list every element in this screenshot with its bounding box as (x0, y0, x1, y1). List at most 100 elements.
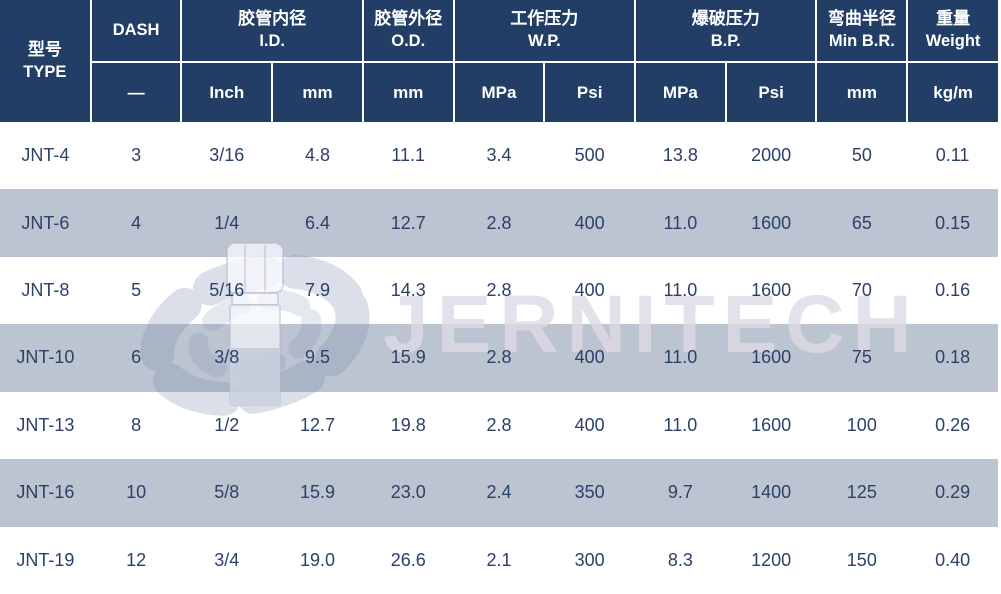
cell-type: JNT-13 (16, 414, 75, 435)
cell-bp-psi: 1600 (751, 212, 792, 233)
header-br-zh: 弯曲半径 (827, 9, 896, 29)
table-header: 型号 TYPE DASH 胶管内径 I.D. 胶管外径 O.D. 工作压力 W.… (0, 0, 998, 122)
cell-dash: 12 (126, 549, 147, 570)
header-group-row: 型号 TYPE DASH 胶管内径 I.D. 胶管外径 O.D. 工作压力 W.… (0, 0, 998, 122)
header-working-pressure: 工作压力 W.P. (453, 0, 637, 63)
header-bp-en: B.P. (710, 32, 741, 51)
header-type-zh: 型号 (27, 39, 62, 59)
unit-bp-mpa: MPa (635, 62, 727, 122)
header-od-en: O.D. (391, 32, 426, 51)
cell-wp-mpa: 2.4 (486, 482, 512, 503)
cell-bp-mpa: 13.8 (662, 145, 698, 166)
header-id-zh: 胶管内径 (238, 9, 307, 29)
cell-weight-kgm: 0.16 (935, 280, 971, 301)
unit-od-mm: mm (362, 62, 455, 122)
cell-id-mm: 6.4 (305, 212, 331, 233)
cell-bp-psi: 1600 (751, 414, 792, 435)
header-burst-pressure: 爆破压力 B.P. (635, 0, 818, 63)
cell-weight-kgm: 0.29 (935, 482, 971, 503)
cell-bp-mpa: 8.3 (667, 549, 693, 570)
header-weight: 重量 Weight (907, 0, 998, 63)
unit-bp-psi: Psi (725, 62, 818, 122)
cell-wp-psi: 400 (574, 347, 605, 368)
cell-od-mm: 11.1 (391, 145, 426, 166)
unit-id-inch: Inch (181, 62, 274, 122)
cell-wp-mpa: 2.8 (486, 414, 512, 435)
cell-bp-psi: 1600 (751, 347, 792, 368)
header-dash-label: DASH (112, 20, 160, 39)
cell-bp-mpa: 11.0 (663, 414, 698, 435)
cell-bp-psi: 2000 (751, 145, 792, 166)
table-body: JNT-4 3 3/16 4.8 11.1 3.4 500 13.8 2000 50 0.11 JNT… (0, 122, 998, 594)
header-dash: DASH (90, 0, 183, 63)
cell-type: JNT-16 (16, 482, 75, 503)
cell-id-inch: 5/8 (214, 482, 240, 503)
unit-weight-kgm: kg/m (907, 62, 998, 122)
cell-wp-mpa: 2.8 (486, 347, 512, 368)
cell-bp-psi: 1200 (751, 549, 792, 570)
unit-id-mm: mm (272, 62, 364, 122)
cell-dash: 4 (131, 212, 142, 233)
cell-wp-psi: 400 (574, 280, 605, 301)
header-weight-en: Weight (925, 32, 981, 51)
unit-wp-psi: Psi (544, 62, 637, 122)
cell-od-mm: 19.8 (390, 414, 426, 435)
cell-wp-psi: 400 (574, 212, 605, 233)
cell-type: JNT-19 (16, 549, 75, 570)
cell-weight-kgm: 0.15 (935, 212, 971, 233)
header-wp-en: W.P. (527, 32, 561, 51)
cell-type: JNT-10 (16, 347, 75, 368)
cell-wp-mpa: 2.8 (486, 212, 512, 233)
table-row: JNT-13 8 1/2 12.7 19.8 2.8 400 11.0 1600 100 0.26 (0, 391, 998, 460)
header-id-en: I.D. (259, 32, 285, 51)
cell-bp-psi: 1600 (751, 280, 792, 301)
cell-bp-mpa: 11.0 (663, 280, 698, 301)
cell-weight-kgm: 0.40 (935, 549, 971, 570)
table-row: JNT-16 10 5/8 15.9 23.0 2.4 350 9.7 1400 125 0.29 (0, 459, 998, 527)
header-br-en: Min B.R. (828, 32, 895, 51)
cell-bp-psi: 1400 (751, 482, 792, 503)
cell-wp-psi: 300 (574, 549, 605, 570)
cell-type: JNT-6 (21, 212, 70, 233)
table-row: JNT-6 4 1/4 6.4 12.7 2.8 400 11.0 1600 65 0.15 (0, 189, 998, 257)
cell-id-mm: 19.0 (299, 549, 336, 570)
cell-od-mm: 14.3 (390, 280, 426, 301)
header-outer-diameter: 胶管外径 O.D. (362, 0, 455, 63)
table-row: JNT-10 6 3/8 9.5 15.9 2.8 400 11.0 1600 75 0.18 (0, 324, 998, 392)
cell-od-mm: 12.7 (390, 212, 426, 233)
cell-br-mm: 50 (851, 145, 872, 166)
cell-wp-psi: 500 (574, 145, 605, 166)
cell-type: JNT-4 (21, 145, 70, 166)
cell-id-inch: 3/16 (209, 145, 245, 166)
cell-id-inch: 1/4 (214, 212, 240, 233)
cell-br-mm: 75 (851, 347, 872, 368)
header-wp-zh: 工作压力 (510, 9, 579, 29)
header-weight-zh: 重量 (936, 9, 971, 29)
cell-br-mm: 65 (851, 212, 872, 233)
cell-br-mm: 125 (846, 482, 877, 503)
cell-od-mm: 26.6 (390, 549, 426, 570)
unit-wp-mpa: MPa (453, 62, 546, 122)
header-bp-zh: 爆破压力 (691, 9, 760, 29)
cell-id-inch: 3/4 (214, 549, 240, 570)
table-row: JNT-19 12 3/4 19.0 26.6 2.1 300 8.3 1200 150 0.40 (0, 526, 998, 594)
header-od-zh: 胶管外径 (374, 9, 443, 29)
cell-dash: 3 (131, 145, 142, 166)
cell-id-inch: 1/2 (214, 414, 240, 435)
table-row: JNT-4 3 3/16 4.8 11.1 3.4 500 13.8 2000 50 0.11 (0, 122, 998, 190)
cell-od-mm: 23.0 (390, 482, 426, 503)
unit-dash: — (90, 62, 183, 122)
header-unit-row: — Inch mm mm MPa Psi MPa Psi mm kg/m (0, 62, 998, 122)
cell-dash: 8 (131, 414, 142, 435)
cell-wp-mpa: 2.1 (486, 549, 512, 570)
cell-br-mm: 100 (846, 414, 877, 435)
header-bend-radius: 弯曲半径 Min B.R. (816, 0, 909, 63)
cell-weight-kgm: 0.26 (935, 414, 971, 435)
cell-dash: 5 (131, 280, 142, 301)
cell-dash: 6 (131, 347, 142, 368)
cell-id-mm: 4.8 (305, 145, 331, 166)
header-type-en: TYPE (23, 62, 67, 81)
cell-id-mm: 9.5 (305, 347, 331, 368)
cell-wp-mpa: 3.4 (486, 145, 512, 166)
